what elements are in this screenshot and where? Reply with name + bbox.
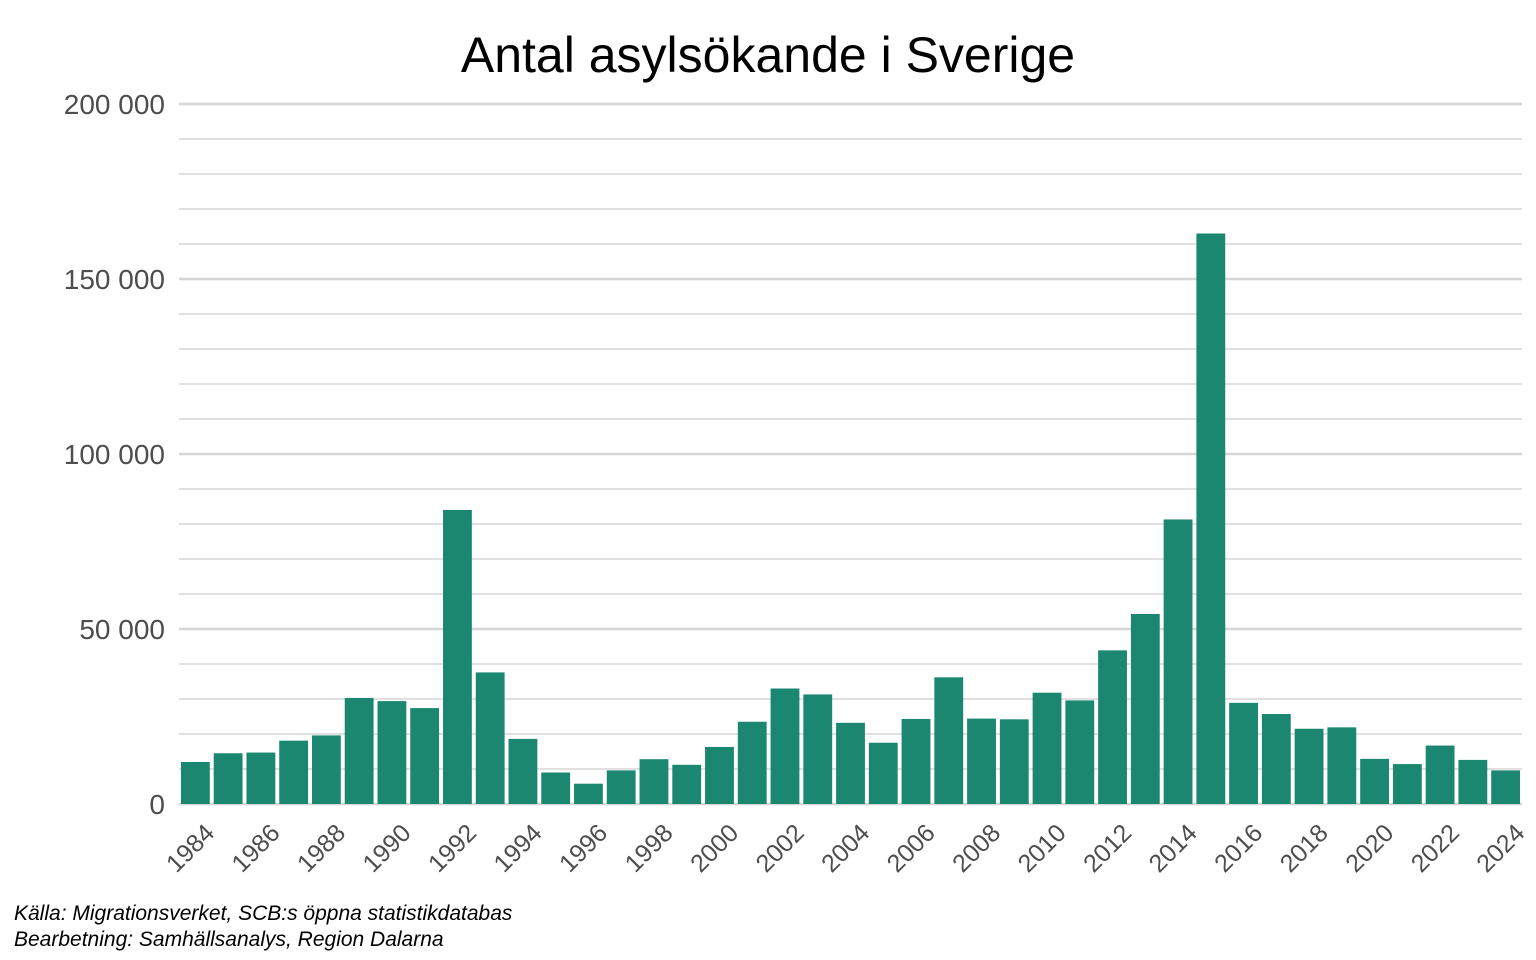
bar-2007: [934, 677, 964, 804]
bar-1988: [311, 735, 341, 804]
bar-1989: [344, 697, 374, 804]
bar-2003: [803, 694, 833, 804]
x-tick-label: 2022: [1406, 819, 1465, 878]
chart-title: Antal asylsökande i Sverige: [460, 27, 1076, 83]
x-tick-label: 1990: [357, 819, 416, 878]
bar-1999: [672, 764, 702, 804]
x-tick-label: 1984: [161, 819, 220, 878]
bar-2009: [999, 719, 1029, 804]
y-axis-ticks: 0 50 000 100 000 150 000 200 000: [64, 89, 165, 820]
y-tick-label: 150 000: [64, 264, 165, 295]
bar-1985: [213, 753, 243, 804]
bar-1993: [475, 672, 505, 804]
bar-2018: [1294, 728, 1324, 804]
x-tick-label: 1992: [423, 819, 482, 878]
processing-caption: Bearbetning: Samhällsanalys, Region Dala…: [14, 928, 444, 951]
gridlines: [179, 102, 1522, 806]
bar-2006: [901, 718, 931, 804]
x-tick-label: 2024: [1471, 819, 1530, 878]
bar-2014: [1163, 519, 1193, 804]
bar-1996: [574, 783, 603, 804]
bar-1995: [541, 772, 571, 804]
bar-2015: [1196, 233, 1226, 804]
x-tick-label: 2000: [685, 819, 744, 878]
x-tick-label: 2018: [1275, 819, 1334, 878]
bar-1992: [443, 510, 472, 804]
bar-2020: [1360, 758, 1390, 804]
bar-2004: [836, 722, 865, 804]
bar-2011: [1065, 700, 1095, 804]
bar-2013: [1130, 613, 1160, 804]
x-tick-label: 2004: [816, 819, 875, 878]
bar-1986: [246, 752, 276, 804]
bar-1998: [639, 759, 669, 804]
x-tick-label: 2006: [882, 819, 941, 878]
bar-2005: [868, 742, 898, 804]
bar-2024: [1491, 770, 1521, 804]
x-tick-label: 1996: [554, 819, 613, 878]
bar-2001: [737, 721, 767, 804]
bar-2022: [1425, 745, 1455, 804]
bar-2017: [1261, 714, 1291, 804]
bar-2000: [705, 746, 734, 804]
x-axis-ticks: 1984 1986 1988 1990 1992 1994 1996 1998 2000 2002…: [161, 819, 1530, 878]
x-tick-label: 1994: [488, 819, 547, 878]
bar-2002: [770, 688, 800, 804]
x-tick-label: 2010: [1013, 819, 1072, 878]
x-tick-label: 1986: [226, 819, 285, 878]
x-tick-label: 2014: [1144, 819, 1203, 878]
bar-1997: [606, 770, 636, 804]
bar-2023: [1458, 759, 1488, 804]
x-tick-label: 2020: [1340, 819, 1399, 878]
bar-1990: [377, 701, 407, 804]
bar-2019: [1327, 727, 1357, 804]
bar-2021: [1392, 764, 1422, 804]
bar-1984: [180, 762, 210, 804]
bar-1991: [410, 708, 440, 804]
x-tick-label: 1988: [292, 819, 351, 878]
y-tick-label: 200 000: [64, 89, 165, 120]
x-tick-label: 1998: [620, 819, 679, 878]
x-tick-label: 2008: [947, 819, 1006, 878]
x-tick-label: 2012: [1078, 819, 1137, 878]
y-tick-label: 50 000: [79, 614, 165, 645]
bar-2010: [1032, 692, 1062, 804]
y-tick-label: 0: [149, 789, 165, 820]
x-tick-label: 2016: [1209, 819, 1268, 878]
x-tick-label: 2002: [751, 819, 810, 878]
bar-1987: [279, 740, 309, 804]
bar-1994: [508, 738, 538, 804]
source-caption: Källa: Migrationsverket, SCB:s öppna sta…: [14, 902, 513, 925]
bars: [180, 233, 1521, 804]
bar-2016: [1229, 702, 1258, 804]
bar-2012: [1098, 650, 1127, 804]
y-tick-label: 100 000: [64, 439, 165, 470]
bar-2008: [967, 718, 996, 804]
